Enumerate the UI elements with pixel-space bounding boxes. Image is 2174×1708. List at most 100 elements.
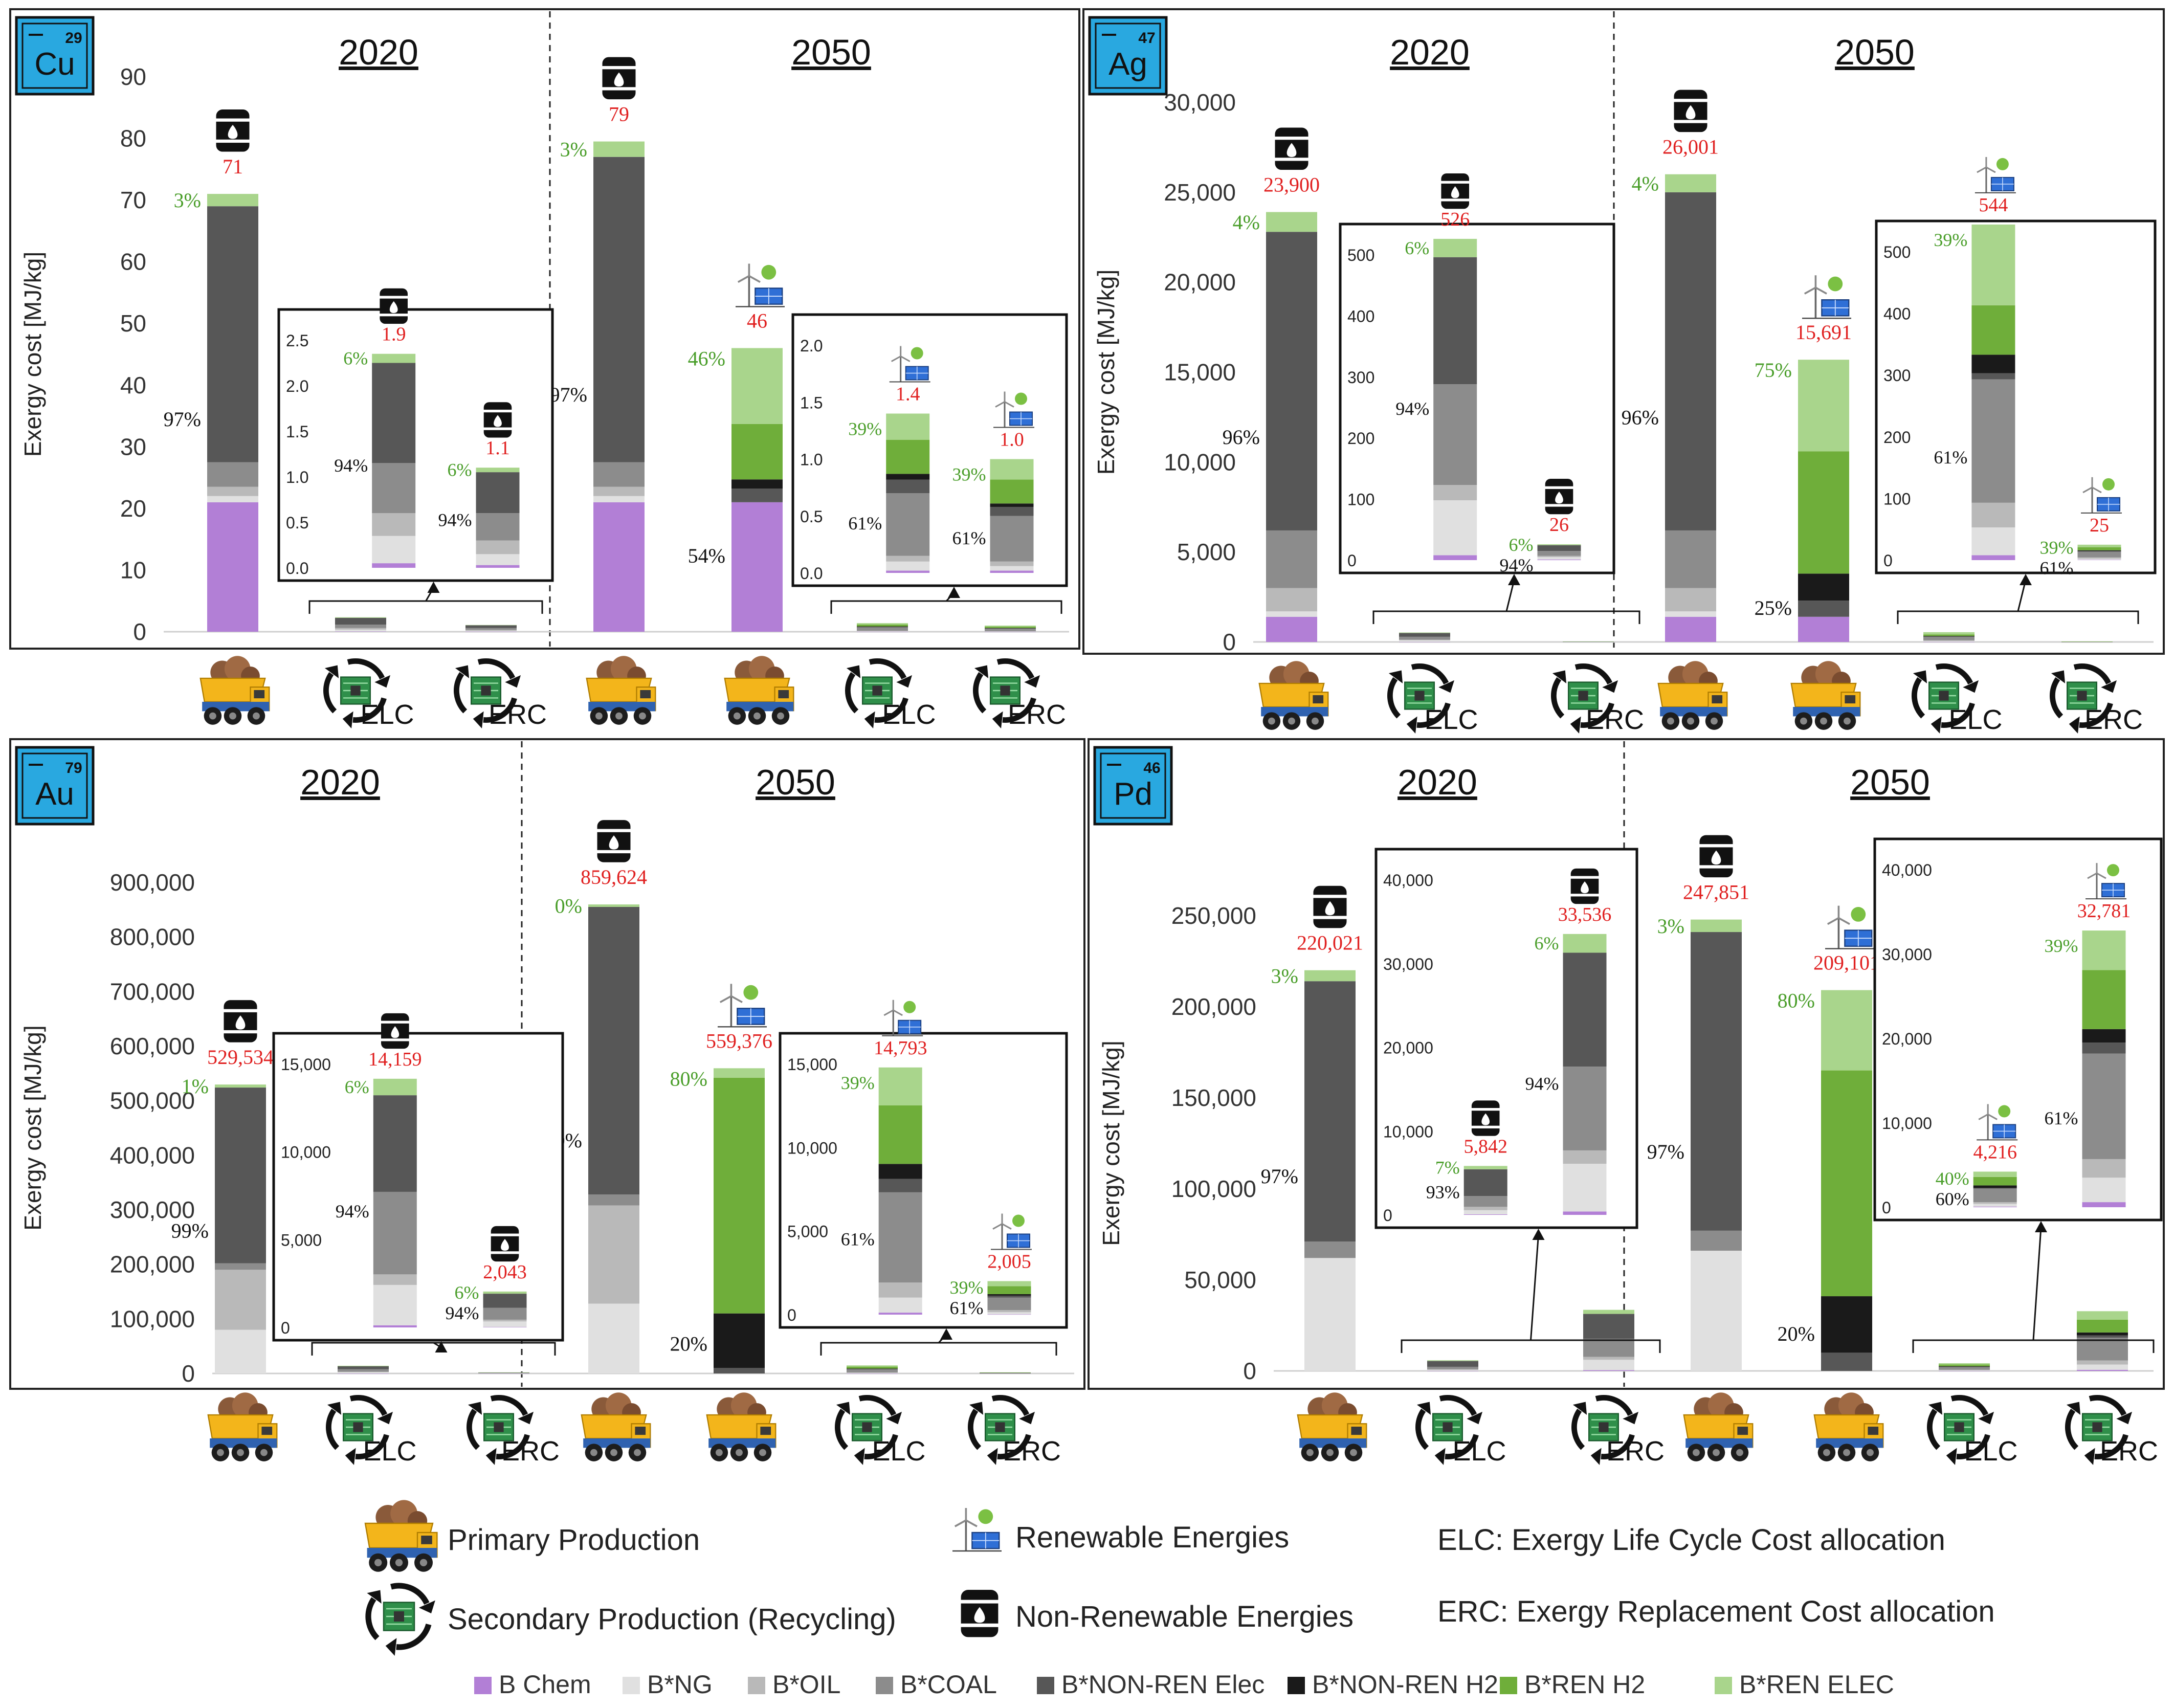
- inset-bar-coal: [483, 1307, 527, 1320]
- inset-bar-coal: [2082, 1053, 2126, 1159]
- inset-bar-oil: [1971, 502, 2015, 528]
- y-tick-label: 50: [120, 310, 146, 337]
- bar-5-nonren_h2: [1821, 1296, 1872, 1353]
- bar-6-coal: [847, 1369, 898, 1372]
- mining-truck-icon: [586, 656, 656, 725]
- renewable-energy-icon: [2081, 477, 2122, 514]
- inset-bar-nonren_elec: [1463, 1169, 1507, 1196]
- recycle-arrowhead: [473, 711, 484, 728]
- recycle-arrowhead: [342, 711, 353, 728]
- inset-bar-ren_h2: [987, 1286, 1031, 1294]
- recycle-arc: [1580, 702, 1614, 728]
- recycle-arc: [1445, 1434, 1479, 1459]
- bar-1-ren_elec: [207, 194, 258, 207]
- inset-bracket: [820, 1342, 1057, 1356]
- recycle-arc: [996, 658, 1035, 680]
- bar-3-oil: [1583, 1357, 1634, 1360]
- element-tile-inner: [21, 752, 88, 819]
- renewable-energy-icon: [718, 984, 767, 1028]
- truck-window: [1868, 1427, 1879, 1435]
- eco-sun: [1015, 392, 1027, 405]
- nonren-pct-label: 61%: [841, 1229, 875, 1250]
- recycling-icon: [1387, 663, 1455, 734]
- recycle-arrowhead: [1623, 1411, 1639, 1425]
- ren-pct-label: 3%: [1657, 915, 1684, 938]
- mining-truck-icon: [724, 656, 794, 725]
- bar-7-oil: [985, 631, 1036, 632]
- y-tick-label: 0: [1243, 1358, 1256, 1384]
- inset-chart: 0.0 0.5 1.0 1.5 2.0 1.4 39% 61% 1.0 39% 61%: [791, 313, 1068, 587]
- nonren-pct-label: 20%: [1778, 1322, 1815, 1345]
- inset-y-tick: 30,000: [1383, 955, 1433, 973]
- truck-window: [778, 690, 789, 699]
- recycle-arrowhead: [854, 1448, 865, 1465]
- ren-pct-label: 46%: [688, 347, 725, 370]
- legend-series-label: B*REN ELEC: [1739, 1670, 1894, 1699]
- inset-y-tick: 0.0: [800, 564, 823, 583]
- recycle-arc: [2065, 1408, 2079, 1450]
- bar-5-bchem: [1798, 616, 1849, 642]
- inset-bar-nonren_elec: [476, 472, 520, 514]
- y-tick-label: 100,000: [110, 1305, 195, 1332]
- inset-bar-ren_elec: [2082, 930, 2126, 970]
- truck-hub: [1350, 1449, 1357, 1456]
- ren-pct-label: 3%: [560, 138, 587, 161]
- inset-bar-ren_elec: [886, 413, 930, 440]
- bar-1-ng: [215, 1329, 266, 1373]
- bar-total-label: 2,005: [987, 1251, 1031, 1273]
- inset-bar-coal: [1463, 1195, 1507, 1207]
- bar-5-nonren_elec: [731, 489, 783, 502]
- category-label-elc: ELC: [872, 1436, 925, 1467]
- oil-drop: [1325, 901, 1335, 916]
- turbine-blade: [2092, 486, 2102, 494]
- circuit-chip: [862, 1422, 872, 1432]
- oil-drop: [1555, 492, 1563, 504]
- period-title-2020: 2020: [1390, 32, 1470, 72]
- inset-chart: 05,00010,00015,00014,79339%61%2,00539%61…: [779, 1000, 1068, 1329]
- recycle-arc: [1574, 663, 1613, 685]
- category-label-elc: ELC: [1424, 704, 1478, 735]
- barrel-ring: [223, 1009, 258, 1012]
- y-axis-label: Exergy cost [MJ/kg]: [1093, 270, 1119, 475]
- recycle-arrowhead: [1019, 1411, 1035, 1425]
- truck-hub: [1867, 1449, 1874, 1456]
- nonren-pct-label: 94%: [438, 510, 472, 530]
- recycle-arrowhead: [1467, 1411, 1483, 1425]
- bar-6-coal: [1923, 636, 1975, 640]
- bar-6-bchem: [847, 1373, 898, 1374]
- nonren-pct-label: 97%: [1647, 1140, 1684, 1163]
- truck-window: [635, 1427, 646, 1435]
- inset-bracket: [308, 600, 543, 614]
- period-title-2050: 2050: [1835, 32, 1915, 72]
- inset-y-tick: 200: [1347, 429, 1374, 448]
- bar-1-ng: [1266, 611, 1317, 617]
- inset-bar-ng: [987, 1312, 1031, 1315]
- inset-bar-oil: [990, 561, 1034, 566]
- bar-total-label: 26,001: [1662, 136, 1719, 159]
- recycle-arrowhead: [324, 665, 339, 678]
- oil-drop: [609, 835, 619, 850]
- nonren-pct-label: 61%: [2040, 558, 2074, 578]
- inset-bar-bchem: [990, 570, 1034, 573]
- recycling-icon: [2065, 1395, 2133, 1465]
- inset-arrowhead: [427, 582, 440, 593]
- barrel-ring: [959, 1600, 1000, 1604]
- inset-bar-coal: [987, 1297, 1031, 1311]
- truck-window: [640, 690, 651, 699]
- oil-drop: [235, 1015, 246, 1030]
- turbine-blade: [1977, 166, 1987, 173]
- recycle-arrowhead: [367, 1590, 382, 1604]
- panel-frame: [1082, 8, 2165, 655]
- recycle-arc: [991, 1395, 1030, 1416]
- truck-hub: [237, 1449, 244, 1456]
- bar-4-bchem: [1665, 616, 1716, 642]
- inset-bar-coal: [878, 1192, 922, 1283]
- bar-total-label: 544: [1979, 194, 2008, 216]
- bar-1-bchem: [1266, 616, 1317, 642]
- y-tick-label: 400,000: [110, 1142, 195, 1168]
- bar-1-oil: [1266, 588, 1317, 612]
- barrel-ring: [482, 427, 513, 430]
- nonren-pct-label: 60%: [1936, 1189, 1969, 1209]
